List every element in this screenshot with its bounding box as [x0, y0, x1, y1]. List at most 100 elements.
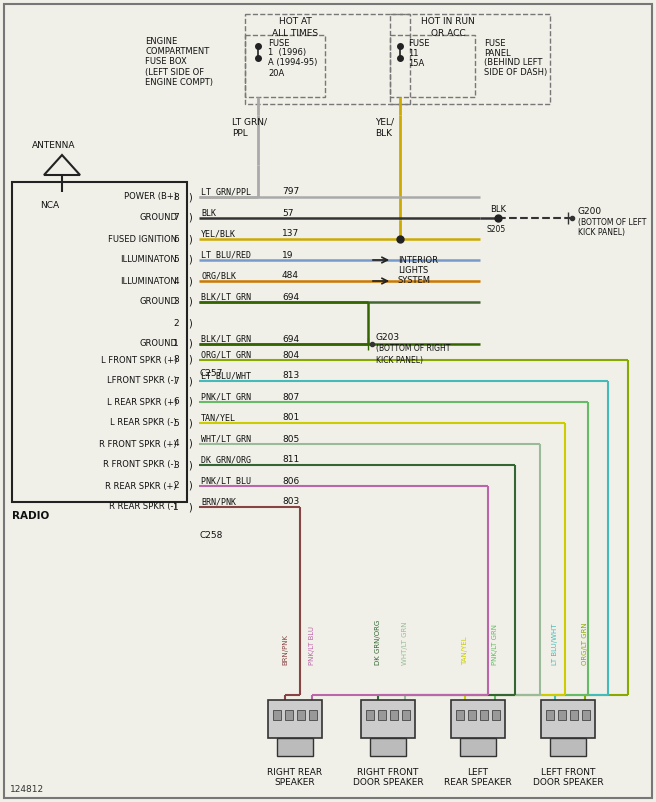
Text: ): )	[188, 397, 192, 407]
Text: 804: 804	[282, 350, 299, 359]
Bar	[480, 710, 488, 720]
Text: LT BLU/WHT: LT BLU/WHT	[552, 623, 558, 665]
Bar	[273, 710, 281, 720]
Text: BLK: BLK	[375, 128, 392, 137]
Text: 15A: 15A	[408, 59, 424, 67]
Text: LEFT FRONT
DOOR SPEAKER: LEFT FRONT DOOR SPEAKER	[533, 768, 604, 788]
Text: WHT/LT GRN: WHT/LT GRN	[201, 435, 251, 444]
Text: FUSE: FUSE	[268, 38, 289, 47]
Text: ): )	[188, 276, 192, 286]
Text: (BOTTOM OF LEFT: (BOTTOM OF LEFT	[578, 218, 646, 228]
Bar	[402, 710, 410, 720]
Text: 805: 805	[282, 435, 299, 444]
Bar	[390, 35, 475, 97]
Text: ENGINE: ENGINE	[145, 38, 177, 47]
Text: TAN/YEL: TAN/YEL	[201, 414, 236, 423]
Text: 2: 2	[173, 318, 179, 327]
Text: FUSE: FUSE	[484, 38, 506, 47]
Bar	[12, 182, 187, 502]
Text: R FRONT SPKR (+): R FRONT SPKR (+)	[99, 439, 177, 448]
Bar	[390, 14, 550, 104]
Text: ANTENNA: ANTENNA	[32, 140, 75, 149]
Text: 7: 7	[173, 376, 179, 386]
Text: 6: 6	[173, 398, 179, 407]
Bar	[451, 700, 505, 738]
Text: 807: 807	[282, 392, 299, 402]
Text: LEFT
REAR SPEAKER: LEFT REAR SPEAKER	[444, 768, 512, 788]
Text: ): )	[188, 297, 192, 307]
Text: INTERIOR: INTERIOR	[398, 256, 438, 265]
Text: A (1994-95): A (1994-95)	[268, 59, 318, 67]
Text: HOT AT: HOT AT	[279, 18, 312, 26]
Text: WHT/LT GRN: WHT/LT GRN	[402, 622, 408, 665]
Text: ): )	[188, 418, 192, 428]
Text: YEL/BLK: YEL/BLK	[201, 229, 236, 238]
Text: (LEFT SIDE OF: (LEFT SIDE OF	[145, 67, 204, 76]
Text: PNK/LT BLU: PNK/LT BLU	[201, 476, 251, 485]
Text: RIGHT FRONT
DOOR SPEAKER: RIGHT FRONT DOOR SPEAKER	[353, 768, 423, 788]
Bar	[492, 710, 500, 720]
Text: ALL TIMES: ALL TIMES	[272, 29, 318, 38]
Text: ): )	[188, 255, 192, 265]
Text: 124812: 124812	[10, 785, 44, 795]
Text: R REAR SPKR (-): R REAR SPKR (-)	[110, 503, 177, 512]
Text: PANEL: PANEL	[484, 48, 510, 58]
Text: 694: 694	[282, 334, 299, 343]
Text: ): )	[188, 234, 192, 244]
Text: L FRONT SPKR (+): L FRONT SPKR (+)	[100, 355, 177, 364]
Text: (BOTTOM OF RIGHT: (BOTTOM OF RIGHT	[376, 345, 451, 354]
Text: 5: 5	[173, 419, 179, 427]
Text: RADIO: RADIO	[12, 511, 49, 521]
Text: ): )	[188, 355, 192, 365]
Text: FUSED IGNITION: FUSED IGNITION	[108, 234, 177, 244]
Text: DK GRN/ORG: DK GRN/ORG	[201, 456, 251, 464]
Bar	[297, 710, 305, 720]
Text: BLK/LT GRN: BLK/LT GRN	[201, 334, 251, 343]
Text: PNK/LT GRN: PNK/LT GRN	[492, 624, 498, 665]
Text: 2: 2	[173, 481, 179, 491]
Text: ): )	[188, 481, 192, 491]
Text: LIGHTS: LIGHTS	[398, 266, 428, 275]
Text: ): )	[188, 439, 192, 449]
Text: R FRONT SPKR (-): R FRONT SPKR (-)	[103, 460, 177, 469]
Bar	[390, 710, 398, 720]
Bar	[378, 710, 386, 720]
Bar	[285, 710, 293, 720]
Text: RIGHT REAR
SPEAKER: RIGHT REAR SPEAKER	[268, 768, 323, 788]
Text: 19: 19	[282, 250, 293, 260]
Text: 8: 8	[173, 355, 179, 364]
Text: 1: 1	[173, 339, 179, 349]
Text: TAN/YEL: TAN/YEL	[462, 636, 468, 665]
Text: 4: 4	[173, 439, 179, 448]
Text: G203: G203	[376, 333, 400, 342]
Text: 137: 137	[282, 229, 299, 238]
Text: ORG/LT GRN: ORG/LT GRN	[201, 350, 251, 359]
Text: LT GRN/PPL: LT GRN/PPL	[201, 188, 251, 196]
Bar	[309, 710, 317, 720]
Text: YEL/: YEL/	[375, 118, 394, 127]
Text: S205: S205	[486, 225, 506, 233]
Text: BRN/PNK: BRN/PNK	[282, 634, 288, 665]
Text: 11: 11	[408, 48, 419, 58]
Bar	[558, 710, 566, 720]
Text: 8: 8	[173, 192, 179, 201]
Text: C257: C257	[199, 368, 222, 378]
Text: ENGINE COMPT): ENGINE COMPT)	[145, 78, 213, 87]
Text: PNK/LT BLU: PNK/LT BLU	[309, 626, 315, 665]
Text: LT BLU/WHT: LT BLU/WHT	[201, 371, 251, 380]
Bar	[277, 738, 313, 756]
Text: ORG/LT GRN: ORG/LT GRN	[582, 622, 588, 665]
Text: ): )	[188, 376, 192, 386]
Bar	[468, 710, 476, 720]
Text: 57: 57	[282, 209, 293, 217]
Text: L REAR SPKR (-): L REAR SPKR (-)	[110, 419, 177, 427]
Text: COMPARTMENT: COMPARTMENT	[145, 47, 209, 56]
Text: ILLUMINATON: ILLUMINATON	[120, 277, 177, 286]
Text: 806: 806	[282, 476, 299, 485]
Text: 813: 813	[282, 371, 299, 380]
Text: G200: G200	[578, 206, 602, 216]
Text: HOT IN RUN: HOT IN RUN	[421, 18, 475, 26]
Text: ): )	[188, 460, 192, 470]
Text: (BEHIND LEFT: (BEHIND LEFT	[484, 59, 543, 67]
Text: SYSTEM: SYSTEM	[398, 276, 431, 285]
